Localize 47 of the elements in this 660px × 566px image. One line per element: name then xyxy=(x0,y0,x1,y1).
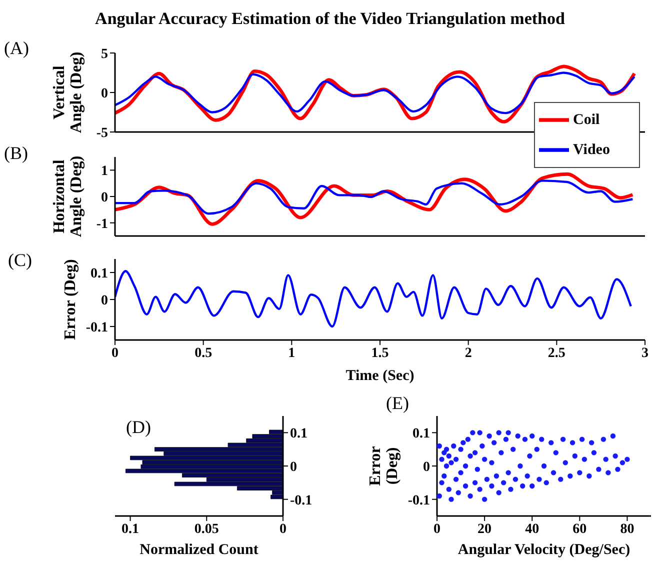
x-tick-label: 0 xyxy=(112,346,118,361)
line-series xyxy=(115,270,632,328)
y-tick-label: 0 xyxy=(101,86,108,102)
x-tick-label: 0.1 xyxy=(122,522,140,537)
x-tick-label: 80 xyxy=(620,522,634,537)
x-tick-label: 3 xyxy=(642,346,648,361)
text: (A) xyxy=(4,38,29,59)
y-tick-label: -1 xyxy=(96,216,108,232)
y-tick-label: 0.1 xyxy=(90,266,108,282)
y-axis-title: Error (Deg) xyxy=(62,259,79,340)
y-tick-label: 0.1 xyxy=(290,426,308,442)
y-tick-label: 0.1 xyxy=(412,426,430,442)
x-tick-label: 1.5 xyxy=(371,346,389,361)
x-tick-label: 2 xyxy=(464,346,472,361)
y-tick-label: -5 xyxy=(96,126,108,141)
text: (C) xyxy=(8,250,32,271)
x-tick-label: 0 xyxy=(280,522,286,537)
line-series xyxy=(115,180,634,215)
y-tick-label: 0 xyxy=(423,460,430,475)
x-tick-label: 0.5 xyxy=(194,346,212,361)
x-tick-label: 60 xyxy=(572,522,587,537)
annotation: (D) xyxy=(126,417,151,438)
legend-label: Video xyxy=(573,142,610,158)
y-tick-label: 0 xyxy=(101,293,108,308)
x-axis-title: Time (Sec) xyxy=(346,368,414,384)
y-tick-label: -0.1 xyxy=(408,493,430,508)
x-tick-label: 2.5 xyxy=(548,346,566,361)
x-axis-title: Angular Velocity (Deg/Sec) xyxy=(458,542,630,558)
x-tick-label: 40 xyxy=(525,522,540,537)
chart-title: Angular Accuracy Estimation of the Video Triangulation method xyxy=(94,9,566,29)
x-tick-label: 0.05 xyxy=(194,522,219,537)
y-tick-label: -0.1 xyxy=(86,320,108,336)
legend-label: Coil xyxy=(573,112,600,128)
y-axis-title: Vertical Angle (Deg) xyxy=(51,52,85,134)
y-tick-label: -0.1 xyxy=(290,493,312,508)
y-axis-title: Horizontal Angle (Deg) xyxy=(51,156,85,238)
y-tick-label: 0 xyxy=(101,190,108,206)
text: (E) xyxy=(386,393,409,414)
line-series xyxy=(115,72,636,114)
x-tick-label: 20 xyxy=(478,522,492,537)
y-axis-title: Error (Deg) xyxy=(367,446,401,486)
x-tick-label: 0 xyxy=(434,522,440,537)
x-axis-title: Normalized Count xyxy=(140,542,258,558)
y-tick-label: 0 xyxy=(290,460,297,475)
text: (B) xyxy=(4,143,28,164)
y-tick-label: 1 xyxy=(101,164,108,180)
y-tick-label: 5 xyxy=(101,46,108,62)
